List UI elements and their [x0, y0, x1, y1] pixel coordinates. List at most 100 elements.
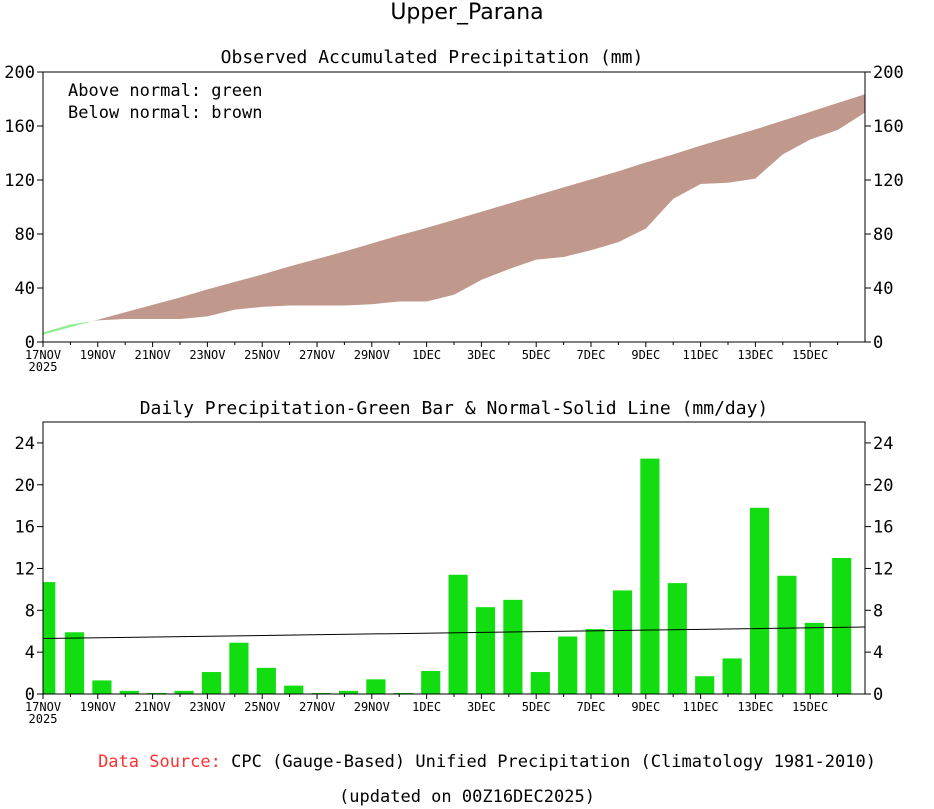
top-y-tick-label-left: 200	[4, 63, 35, 83]
bottom-x-tick-label: 17NOV	[25, 700, 61, 714]
precip-bar	[749, 507, 770, 694]
top-y-tick-label-right: 200	[873, 63, 904, 83]
top-x-tick-label: 29NOV	[354, 348, 390, 362]
precip-bar	[530, 672, 550, 694]
top-y-tick-label-left: 80	[15, 225, 35, 245]
data-source-label: Data Source:	[98, 752, 221, 772]
bottom-x-tick-label: 7DEC	[577, 700, 606, 714]
precip-bar	[832, 558, 852, 694]
top-x-tick-label: 25NOV	[244, 348, 280, 362]
precip-bar	[147, 692, 167, 694]
bottom-x-tick-label: 29NOV	[354, 700, 390, 714]
top-x-year-label: 2025	[29, 360, 58, 374]
precip-bar	[174, 690, 194, 694]
bottom-x-tick-label: 27NOV	[299, 700, 335, 714]
bottom-x-tick-label: 23NOV	[189, 700, 225, 714]
bottom-y-tick-label-right: 12	[873, 559, 893, 579]
precip-bar	[366, 679, 386, 694]
bottom-y-tick-label-left: 8	[25, 601, 35, 621]
precip-bar	[585, 629, 605, 694]
bottom-x-tick-label: 15DEC	[792, 700, 828, 714]
bottom-y-tick-label-left: 4	[25, 643, 35, 663]
top-x-tick-label: 17NOV	[25, 348, 61, 362]
precip-bar	[722, 658, 742, 694]
top-y-tick-label-left: 0	[25, 333, 35, 353]
precip-bar	[612, 590, 633, 694]
top-y-tick-label-left: 40	[15, 279, 35, 299]
top-y-tick-label-right: 160	[873, 117, 904, 137]
precip-bar	[92, 680, 112, 694]
precip-bar	[311, 692, 331, 694]
precip-bar	[667, 583, 687, 694]
precip-bar	[229, 642, 249, 694]
top-y-tick-label-left: 120	[4, 171, 35, 191]
precip-bar	[804, 622, 824, 694]
bottom-x-axis: 17NOV 19NOV 21NOV 23NOV 25NOV 27NOV 29NOV 1DEC 3…	[25, 694, 839, 726]
bottom-x-tick-label: 1DEC	[412, 700, 441, 714]
precip-bar	[558, 636, 578, 694]
legend-above: Above normal: green	[68, 81, 262, 101]
bottom-y-tick-label-left: 16	[15, 518, 35, 538]
top-x-axis: 17NOV 19NOV 21NOV 23NOV 25NOV 27NOV 29NOV 1DEC 3…	[25, 342, 839, 374]
precip-bar	[64, 632, 85, 694]
bottom-y-tick-label-left: 24	[15, 434, 35, 454]
bottom-y-tick-label-left: 0	[25, 685, 35, 705]
top-chart-title: Observed Accumulated Precipitation (mm)	[221, 47, 644, 68]
top-x-tick-label: 23NOV	[189, 348, 225, 362]
bottom-x-tick-label: 13DEC	[737, 700, 773, 714]
top-x-tick-label: 9DEC	[631, 348, 660, 362]
top-x-tick-label: 11DEC	[683, 348, 719, 362]
top-x-tick-label: 1DEC	[412, 348, 441, 362]
bottom-x-year-label: 2025	[29, 712, 58, 726]
top-x-tick-label: 21NOV	[135, 348, 171, 362]
precip-bar	[640, 458, 660, 694]
top-x-tick-label: 3DEC	[467, 348, 496, 362]
bottom-y-tick-label-right: 20	[873, 476, 893, 496]
top-y-tick-label-right: 0	[873, 333, 883, 353]
precip-bar	[475, 607, 496, 694]
bottom-y-tick-label-right: 16	[873, 518, 893, 538]
top-y-axis-left: 0 40 80 120 160 200	[4, 63, 43, 353]
precip-bar	[777, 575, 797, 694]
precip-bar	[256, 667, 276, 694]
below-normal-area	[92, 94, 865, 322]
bottom-y-tick-label-right: 0	[873, 685, 883, 705]
top-x-tick-label: 15DEC	[792, 348, 828, 362]
top-y-tick-label-right: 40	[873, 279, 893, 299]
bottom-y-tick-label-right: 8	[873, 601, 883, 621]
top-y-axis-right: 0 40 80 120 160 200	[865, 63, 904, 353]
bottom-y-axis-right: 0 4 8 12 16 20 24	[865, 434, 893, 705]
normal-line	[42, 626, 866, 640]
precip-bar	[201, 672, 222, 694]
data-source-line: Data Source: CPC (Gauge-Based) Unified P…	[20, 752, 934, 772]
top-y-tick-label-right: 80	[873, 225, 893, 245]
top-y-tick-label-right: 120	[873, 171, 904, 191]
bottom-chart-title: Daily Precipitation-Green Bar & Normal-S…	[140, 398, 769, 419]
precip-bar	[503, 599, 523, 694]
precip-bar	[448, 574, 468, 694]
bottom-plot-area	[42, 421, 866, 695]
top-x-tick-label: 7DEC	[577, 348, 606, 362]
bottom-y-tick-label-right: 4	[873, 643, 883, 663]
top-y-tick-label-left: 160	[4, 117, 35, 137]
legend-below: Below normal: brown	[68, 103, 262, 123]
top-x-tick-label: 27NOV	[299, 348, 335, 362]
bottom-x-tick-label: 9DEC	[631, 700, 660, 714]
top-x-tick-label: 19NOV	[80, 348, 116, 362]
bottom-x-tick-label: 19NOV	[80, 700, 116, 714]
precip-bar	[695, 676, 715, 694]
bottom-x-tick-label: 21NOV	[135, 700, 171, 714]
page-title: Upper_Parana	[390, 0, 544, 25]
bottom-y-axis-left: 0 4 8 12 16 20 24	[15, 434, 43, 705]
precip-bar	[119, 690, 139, 694]
data-source-text: CPC (Gauge-Based) Unified Precipitation …	[231, 752, 876, 772]
bottom-y-tick-label-left: 12	[15, 559, 35, 579]
bottom-y-tick-label-left: 20	[15, 476, 35, 496]
precip-bar	[284, 685, 304, 694]
bottom-x-tick-label: 5DEC	[522, 700, 551, 714]
precip-bar	[393, 692, 413, 694]
bottom-y-tick-label-right: 24	[873, 434, 893, 454]
bottom-x-tick-label: 11DEC	[683, 700, 719, 714]
bottom-x-tick-label: 25NOV	[244, 700, 280, 714]
